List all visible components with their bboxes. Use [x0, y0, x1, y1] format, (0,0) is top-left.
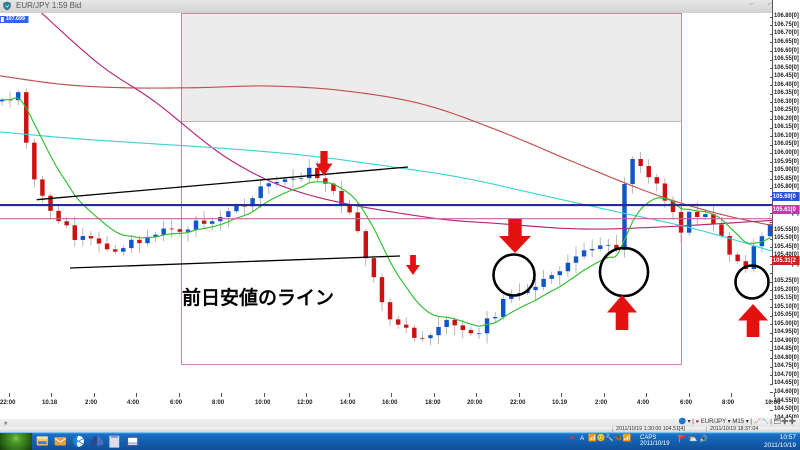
svg-text:前日安値のライン: 前日安値のライン: [182, 286, 334, 309]
